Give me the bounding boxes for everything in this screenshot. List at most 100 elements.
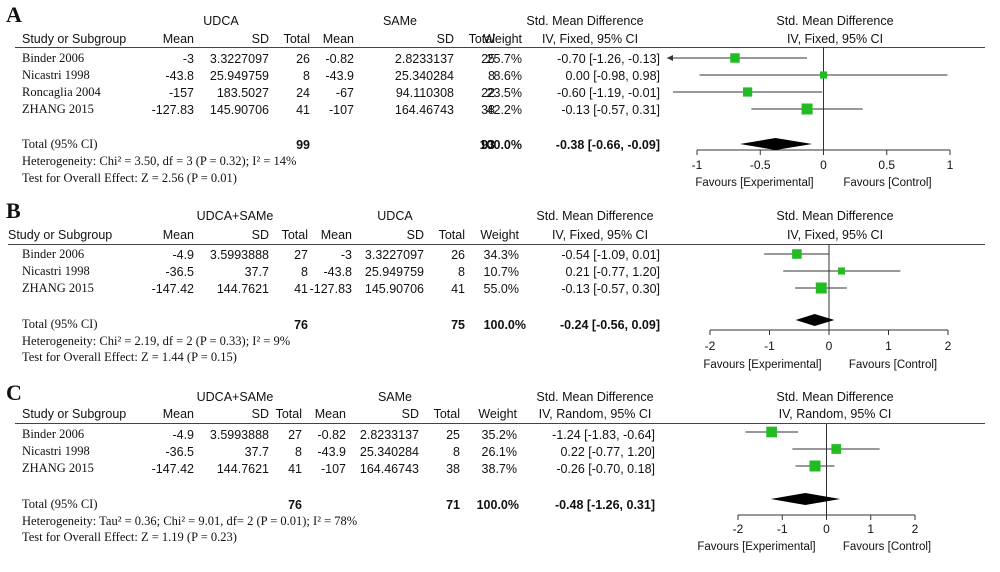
cell-mean-2: -3: [340, 248, 352, 262]
col-sd-2: SD: [436, 32, 454, 46]
col-total-2: Total: [433, 407, 460, 421]
study-square: [766, 426, 777, 438]
study-square: [815, 282, 827, 294]
study-square: [742, 87, 753, 97]
favours-right: Favours [Control]: [842, 541, 932, 553]
cell-sd-2: 94.110308: [395, 86, 454, 100]
cell-mean-2: -107: [328, 103, 354, 117]
cell-mean-2: -0.82: [325, 52, 355, 66]
cell-weight: 25.7%: [486, 52, 522, 66]
smd-title: Std. Mean Difference: [536, 209, 654, 223]
x-tick-label: 2: [912, 522, 919, 536]
cell-ci: -0.13 [-0.57, 0.31]: [561, 103, 660, 117]
col-sd-1: SD: [251, 32, 269, 46]
x-tick-label: 0: [823, 522, 830, 536]
col-study: Study or Subgroup: [8, 228, 113, 242]
study-name: Binder 2006: [22, 247, 85, 261]
col-sd-2: SD: [401, 407, 419, 421]
cell-weight: 35.2%: [481, 428, 517, 442]
study-name: ZHANG 2015: [22, 281, 94, 295]
cell-ci: -0.70 [-1.26, -0.13]: [557, 52, 660, 66]
cell-total-2: 38: [481, 103, 495, 117]
cell-weight: 55.0%: [483, 282, 519, 296]
x-tick-label: -1: [764, 339, 775, 353]
total-n1: 99: [296, 138, 310, 152]
study-name: Nicastri 1998: [22, 68, 90, 82]
panel-c: C UDCA+SAMe SAMe Std. Mean Difference St…: [0, 382, 1000, 572]
cell-weight: 42.2%: [486, 103, 522, 117]
col-total-1: Total: [281, 228, 308, 242]
total-label: Total (95% CI): [22, 317, 98, 331]
cell-ci: 0.00 [-0.98, 0.98]: [565, 69, 660, 83]
col-weight: Weight: [478, 407, 517, 421]
cell-weight: 10.7%: [483, 265, 519, 279]
cell-sd-2: 25.340284: [359, 445, 419, 459]
cell-weight: 8.6%: [493, 69, 523, 83]
col-total-2: Total: [468, 32, 495, 46]
x-tick-label: 1: [885, 339, 892, 353]
cell-mean-1: -147.42: [151, 282, 194, 296]
total-weight: 100.0%: [476, 498, 519, 512]
total-weight: 100.0%: [479, 138, 522, 152]
col-weight: Weight: [480, 228, 519, 242]
cell-total-1: 24: [296, 86, 310, 100]
cell-mean-1: -36.5: [165, 265, 195, 279]
cell-sd-1: 3.3227097: [209, 52, 269, 66]
study-name: Nicastri 1998: [22, 264, 90, 278]
cell-sd-1: 183.5027: [216, 86, 269, 100]
ci-arrow: [667, 55, 673, 61]
col-study: Study or Subgroup: [22, 32, 127, 46]
total-n2: 75: [451, 318, 465, 332]
cell-total-1: 27: [288, 428, 302, 442]
total-weight: 100.0%: [483, 318, 526, 332]
col-mean-2: Mean: [320, 228, 352, 242]
x-tick-label: 0: [820, 158, 827, 172]
cell-mean-2: -43.9: [317, 445, 347, 459]
cell-sd-1: 144.7621: [216, 462, 269, 476]
total-diamond: [770, 493, 841, 505]
study-square: [801, 103, 813, 115]
cell-total-1: 8: [303, 69, 310, 83]
smd-title: Std. Mean Difference: [526, 14, 644, 28]
total-n1: 76: [288, 498, 302, 512]
col-sd-1: SD: [251, 228, 269, 242]
favours-right: Favours [Control]: [848, 359, 938, 371]
group1-header: UDCA: [203, 14, 239, 28]
cell-mean-2: -0.82: [317, 428, 347, 442]
cell-sd-1: 145.90706: [209, 103, 269, 117]
cell-ci: 0.21 [-0.77, 1.20]: [565, 265, 660, 279]
cell-mean-1: -157: [168, 86, 194, 100]
cell-mean-1: -43.8: [165, 69, 195, 83]
study-name: Roncaglia 2004: [22, 85, 101, 99]
smd-title: Std. Mean Difference: [536, 390, 654, 404]
cell-weight: 23.5%: [486, 86, 522, 100]
cell-sd-2: 145.90706: [364, 282, 424, 296]
total-n2: 93: [481, 138, 495, 152]
panel-letter: A: [6, 2, 22, 27]
cell-total-2: 22: [481, 86, 495, 100]
total-ci: -0.48 [-1.26, 0.31]: [554, 498, 655, 512]
overall-effect: Test for Overall Effect: Z = 1.44 (P = 0…: [22, 350, 237, 364]
cell-sd-2: 164.46743: [394, 103, 454, 117]
col-mean-2: Mean: [322, 32, 354, 46]
study-square: [819, 71, 828, 79]
overall-effect: Test for Overall Effect: Z = 1.19 (P = 0…: [22, 530, 237, 544]
cell-weight: 38.7%: [481, 462, 517, 476]
panel-letter: C: [6, 380, 22, 405]
x-tick-label: 0.5: [878, 158, 895, 172]
cell-ci: -0.13 [-0.57, 0.30]: [561, 282, 660, 296]
header-rule: [15, 423, 985, 424]
group1-header: UDCA+SAMe: [196, 209, 274, 223]
group2-header: SAMe: [377, 390, 413, 404]
study-square: [809, 460, 821, 472]
favours-right: Favours [Control]: [843, 177, 932, 189]
total-label: Total (95% CI): [22, 497, 98, 511]
cell-sd-2: 3.3227097: [364, 248, 424, 262]
col-study: Study or Subgroup: [22, 407, 127, 421]
cell-weight: 26.1%: [481, 445, 517, 459]
cell-total-2: 26: [451, 248, 465, 262]
panel-letter: B: [6, 198, 21, 223]
cell-total-2: 8: [453, 445, 460, 459]
total-n1: 76: [294, 318, 308, 332]
study-name: ZHANG 2015: [22, 102, 94, 116]
